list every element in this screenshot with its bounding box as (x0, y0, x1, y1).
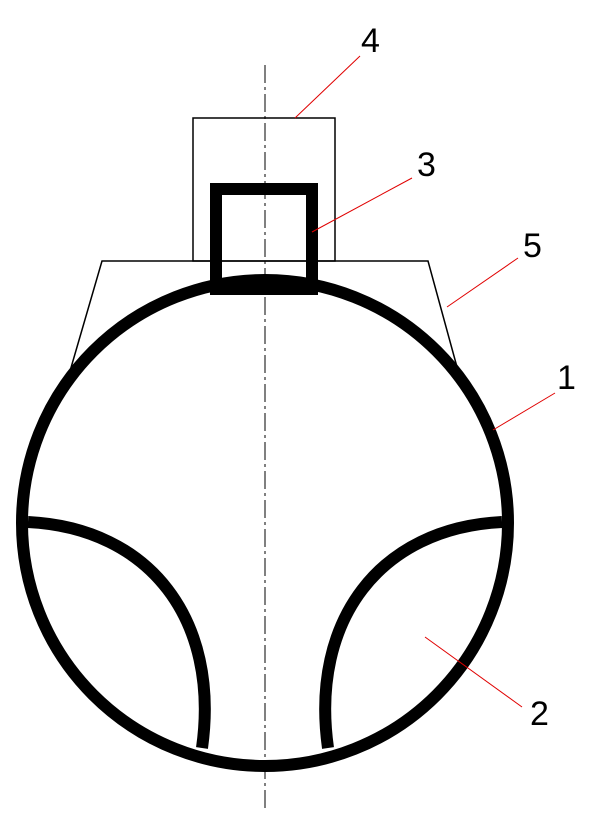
callout-label: 5 (523, 227, 542, 265)
right-arc (319, 516, 503, 749)
inner-block (210, 183, 318, 295)
leader-line (424, 636, 523, 708)
callout-label: 2 (530, 695, 549, 733)
left-arc (27, 516, 211, 749)
leader-line (446, 257, 519, 308)
callout-label: 4 (361, 22, 380, 60)
callout-label: 1 (557, 359, 576, 397)
leader-line (294, 55, 361, 119)
callout-label: 3 (417, 146, 436, 184)
leader-line (311, 177, 413, 233)
leader-line (492, 392, 556, 431)
